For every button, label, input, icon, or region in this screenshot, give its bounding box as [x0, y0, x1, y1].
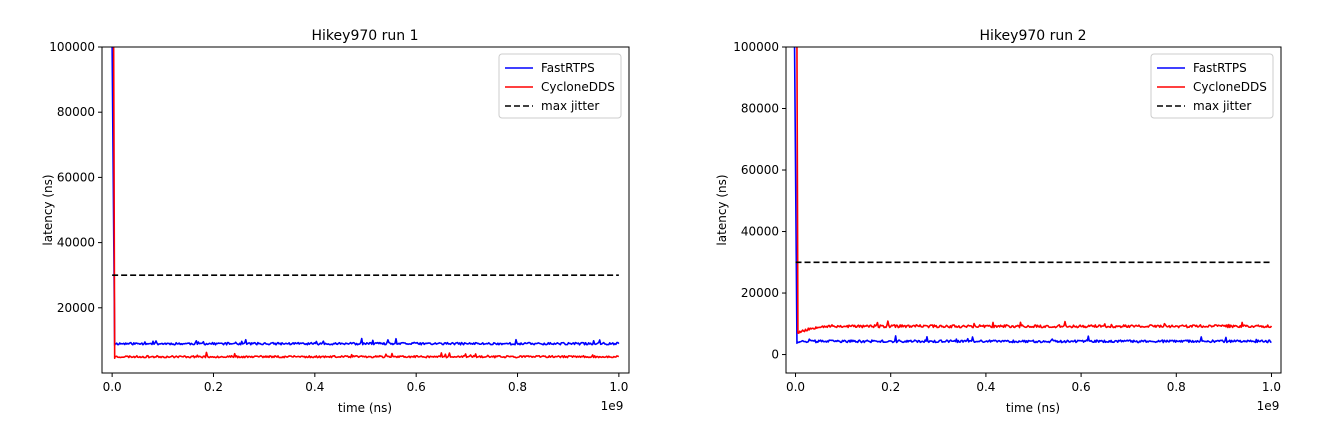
y-axis: 0 20000 40000 60000 80000 100000 — [733, 40, 786, 362]
y-tick-label: 60000 — [741, 163, 779, 177]
y-tick-label: 40000 — [741, 225, 779, 239]
chart-panel-run-1: Hikey970 run 1 0.0 0.2 0.4 0.6 0.8 1.0 20000 4… — [41, 28, 630, 415]
legend-label: FastRTPS — [1193, 61, 1247, 75]
x-tick-label: 0.2 — [881, 380, 900, 394]
series-line-fastrtps — [793, 47, 1272, 345]
chart-panel-run-2: Hikey970 run 2 0.0 0.2 0.4 0.6 0.8 1.0 0 20000… — [715, 28, 1282, 415]
plot-area — [793, 47, 1273, 345]
x-tick-label: 1.0 — [609, 380, 628, 394]
x-axis: 0.0 0.2 0.4 0.6 0.8 1.0 — [103, 373, 628, 394]
x-tick-label: 1.0 — [1262, 380, 1281, 394]
y-tick-label: 20000 — [741, 286, 779, 300]
legend-label: max jitter — [541, 99, 599, 113]
chart-title: Hikey970 run 2 — [980, 28, 1087, 44]
plot-area — [111, 47, 620, 360]
series-line-cyclonedds — [796, 47, 1273, 334]
legend-label: max jitter — [1193, 99, 1251, 113]
chart-title: Hikey970 run 1 — [312, 28, 419, 44]
plot-frame — [785, 46, 1282, 374]
y-tick-label: 80000 — [57, 105, 95, 119]
plot-frame — [101, 46, 630, 374]
x-axis-label: time (ns) — [1006, 401, 1060, 415]
x-tick-label: 0.8 — [1167, 380, 1186, 394]
x-offset-label: 1e9 — [1257, 399, 1280, 413]
y-tick-label: 60000 — [57, 170, 95, 184]
y-tick-label: 20000 — [57, 301, 95, 315]
legend-box — [498, 53, 622, 119]
x-axis-label: time (ns) — [338, 401, 392, 415]
y-axis: 20000 40000 60000 80000 100000 — [49, 40, 102, 315]
legend-label: FastRTPS — [541, 61, 595, 75]
series-line-cyclonedds — [112, 47, 620, 360]
y-axis-label: latency (ns) — [715, 174, 729, 245]
y-tick-label: 80000 — [741, 102, 779, 116]
x-tick-label: 0.0 — [103, 380, 122, 394]
legend: FastRTPS CycloneDDS max jitter — [498, 53, 622, 119]
series-line-fastrtps — [111, 47, 620, 347]
x-tick-label: 0.6 — [1072, 380, 1091, 394]
x-offset-label: 1e9 — [601, 399, 624, 413]
legend-label: CycloneDDS — [541, 80, 615, 94]
x-tick-label: 0.0 — [786, 380, 805, 394]
legend: FastRTPS CycloneDDS max jitter — [1150, 53, 1274, 119]
x-tick-label: 0.6 — [407, 380, 426, 394]
y-tick-label: 0 — [771, 348, 779, 362]
x-axis: 0.0 0.2 0.4 0.6 0.8 1.0 — [786, 373, 1281, 394]
legend-box — [1150, 53, 1274, 119]
y-tick-label: 100000 — [49, 40, 95, 54]
y-axis-label: latency (ns) — [41, 174, 55, 245]
x-tick-label: 0.8 — [508, 380, 527, 394]
y-tick-label: 40000 — [57, 236, 95, 250]
x-tick-label: 0.4 — [305, 380, 324, 394]
x-tick-label: 0.4 — [976, 380, 995, 394]
legend-label: CycloneDDS — [1193, 80, 1267, 94]
x-tick-label: 0.2 — [204, 380, 223, 394]
y-tick-label: 100000 — [733, 40, 779, 54]
